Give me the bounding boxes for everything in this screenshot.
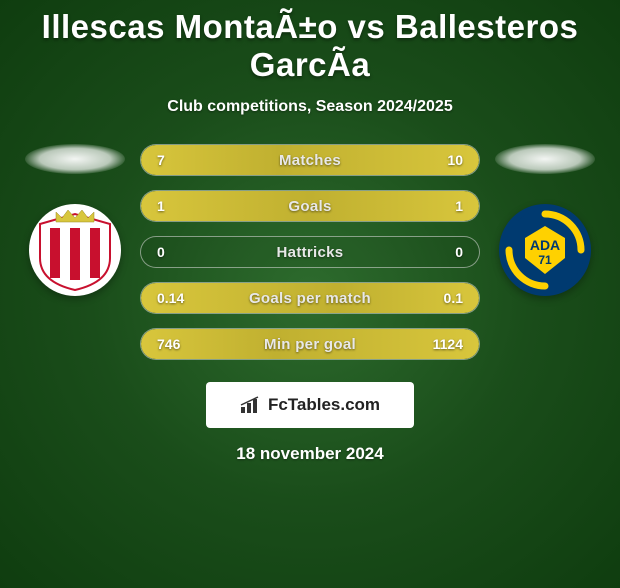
brand-text: FcTables.com bbox=[268, 395, 380, 415]
comparison-main: Matches7 10 Goals1 1 Hattricks0 0 Goals per ma… bbox=[0, 144, 620, 360]
stat-row: Min per goal746 1124 bbox=[140, 328, 480, 360]
stats-container: Matches7 10 Goals1 1 Hattricks0 0 Goals per ma… bbox=[140, 144, 480, 360]
stat-label: Min per goal bbox=[141, 329, 479, 359]
stat-value-left: 1 bbox=[157, 191, 165, 221]
left-club-column bbox=[20, 144, 130, 296]
left-club-crest bbox=[29, 204, 121, 296]
brand-badge[interactable]: FcTables.com bbox=[206, 382, 414, 428]
page-subtitle: Club competitions, Season 2024/2025 bbox=[0, 98, 620, 116]
right-club-column: ADA 71 bbox=[490, 144, 600, 296]
stat-value-left: 746 bbox=[157, 329, 180, 359]
stat-row: Goals per match0.14 0.1 bbox=[140, 282, 480, 314]
page-date: 18 november 2024 bbox=[0, 444, 620, 464]
left-crest-icon bbox=[36, 208, 114, 292]
stat-value-right: 10 bbox=[447, 145, 463, 175]
right-crest-icon: ADA 71 bbox=[503, 208, 587, 292]
stat-label: Goals per match bbox=[141, 283, 479, 313]
stat-label: Goals bbox=[141, 191, 479, 221]
page-title: Illescas MontaÃ±o vs Ballesteros GarcÃa bbox=[0, 8, 620, 84]
stat-label: Hattricks bbox=[141, 237, 479, 267]
right-club-crest: ADA 71 bbox=[499, 204, 591, 296]
stat-value-right: 0.1 bbox=[444, 283, 463, 313]
stat-value-right: 0 bbox=[455, 237, 463, 267]
stat-row: Hattricks0 0 bbox=[140, 236, 480, 268]
stat-value-right: 1 bbox=[455, 191, 463, 221]
crest-year: 71 bbox=[538, 253, 552, 267]
stat-row: Matches7 10 bbox=[140, 144, 480, 176]
stat-label: Matches bbox=[141, 145, 479, 175]
right-shadow bbox=[495, 144, 595, 174]
stat-value-left: 7 bbox=[157, 145, 165, 175]
left-shadow bbox=[25, 144, 125, 174]
bars-icon bbox=[240, 396, 262, 414]
stat-value-right: 1124 bbox=[433, 329, 463, 359]
stat-value-left: 0.14 bbox=[157, 283, 184, 313]
stat-row: Goals1 1 bbox=[140, 190, 480, 222]
crest-text: ADA bbox=[530, 237, 560, 253]
stat-value-left: 0 bbox=[157, 237, 165, 267]
